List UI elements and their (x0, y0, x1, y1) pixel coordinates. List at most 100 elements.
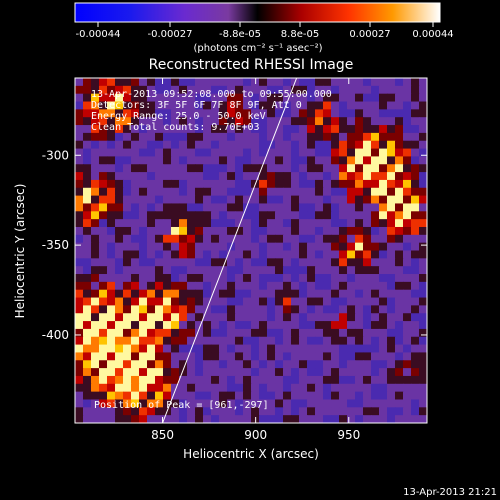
heatmap-cell (419, 399, 427, 408)
heatmap-cell (347, 242, 356, 252)
heatmap-cell (243, 85, 252, 95)
heatmap-cell (179, 125, 188, 134)
heatmap-cell (419, 352, 427, 361)
heatmap-cell (147, 226, 156, 236)
heatmap-cell (259, 289, 268, 299)
heatmap-cell (339, 328, 348, 338)
heatmap-cell (411, 281, 420, 291)
heatmap-cell (259, 266, 268, 275)
heatmap-cell (179, 195, 188, 205)
annotation-detectors: Detectors: 3F 5F 6F 7F 8F 9F, Att 0 (91, 100, 302, 111)
heatmap-cell (299, 281, 308, 291)
heatmap-cell (395, 305, 404, 314)
heatmap-cell (403, 383, 412, 393)
heatmap-cell (299, 219, 308, 228)
heatmap-cell (355, 375, 364, 385)
heatmap-cell (379, 336, 388, 346)
heatmap-cell (251, 336, 260, 346)
heatmap-cell (227, 399, 236, 408)
heatmap-cell (275, 297, 284, 306)
heatmap-cell (339, 352, 348, 361)
heatmap-cell (387, 289, 396, 299)
heatmap-cell (243, 109, 252, 118)
heatmap-cell (331, 274, 340, 283)
heatmap-cell (75, 407, 84, 416)
heatmap-cell (115, 266, 124, 275)
heatmap-cell (163, 250, 172, 259)
heatmap-cell (323, 78, 332, 87)
heatmap-cell (227, 148, 236, 158)
heatmap-cell (99, 274, 108, 283)
heatmap-cell (203, 195, 212, 205)
heatmap-cell (251, 117, 260, 126)
heatmap-cell (379, 360, 388, 369)
heatmap-cell (75, 391, 84, 401)
heatmap-cell (355, 258, 364, 267)
heatmap-cell (395, 156, 404, 165)
heatmap-cell (283, 117, 292, 126)
heatmap-cell (347, 234, 356, 244)
heatmap-cell (259, 336, 268, 346)
heatmap-cell (283, 219, 292, 228)
heatmap-cell (203, 360, 212, 369)
heatmap-cell (91, 368, 100, 377)
heatmap-cell (307, 274, 316, 283)
heatmap-cell (283, 313, 292, 322)
heatmap-cell (91, 383, 100, 393)
heatmap-cell (219, 219, 228, 228)
heatmap-cell (147, 234, 156, 244)
heatmap-cell (155, 289, 164, 299)
heatmap-cell (331, 195, 340, 205)
heatmap-cell (139, 179, 148, 189)
heatmap-cell (155, 132, 164, 142)
heatmap-cell (371, 391, 380, 401)
heatmap-cell (363, 93, 372, 103)
heatmap-cell (251, 391, 260, 401)
heatmap-cell (275, 336, 284, 346)
heatmap-cell (211, 140, 220, 150)
heatmap-cell (163, 117, 172, 126)
heatmap-cell (315, 344, 324, 354)
heatmap-cell (123, 399, 132, 408)
heatmap-cell (251, 250, 260, 259)
heatmap-cell (99, 321, 108, 330)
heatmap-cell (331, 85, 340, 95)
heatmap-cell (147, 109, 156, 118)
heatmap-cell (91, 164, 100, 173)
heatmap-cell (363, 125, 372, 134)
heatmap-cell (91, 328, 100, 338)
heatmap-cell (251, 226, 260, 236)
heatmap-cell (91, 219, 100, 228)
heatmap-cell (179, 375, 188, 385)
heatmap-cell (219, 274, 228, 283)
heatmap-cell (227, 132, 236, 142)
heatmap-cell (387, 148, 396, 158)
heatmap-cell (203, 109, 212, 118)
heatmap-cell (283, 281, 292, 291)
heatmap-cell (83, 274, 92, 283)
heatmap-cell (115, 234, 124, 244)
heatmap-cell (187, 164, 196, 173)
heatmap-cell (315, 101, 324, 110)
heatmap-cell (323, 117, 332, 126)
heatmap-cell (83, 85, 92, 95)
heatmap-cell (211, 415, 220, 423)
heatmap-cell (323, 164, 332, 173)
heatmap-cell (179, 85, 188, 95)
heatmap-cell (411, 140, 420, 150)
heatmap-cell (187, 242, 196, 252)
heatmap-cell (139, 391, 148, 401)
heatmap-cell (131, 399, 140, 408)
heatmap-cell (315, 266, 324, 275)
heatmap-cell (107, 321, 116, 330)
heatmap-cell (315, 242, 324, 252)
heatmap-cell (267, 156, 276, 165)
heatmap-cell (315, 313, 324, 322)
heatmap-cell (195, 407, 204, 416)
heatmap-cell (299, 250, 308, 259)
heatmap-cell (107, 289, 116, 299)
heatmap-cell (227, 93, 236, 103)
heatmap-cell (259, 242, 268, 252)
heatmap-cell (211, 219, 220, 228)
heatmap-cell (219, 140, 228, 150)
